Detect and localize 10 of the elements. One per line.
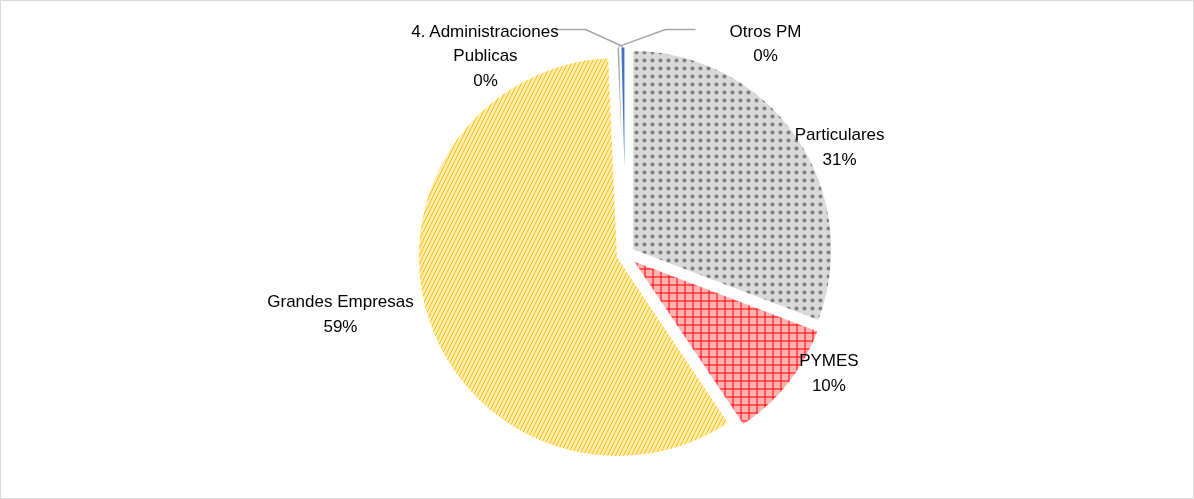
- slice-label: Grandes Empresas: [267, 291, 414, 311]
- legend-label: Otros PM: [729, 21, 802, 41]
- slice-label: PYMES: [799, 350, 859, 370]
- data-label: 10%: [811, 375, 846, 395]
- data-label: 59%: [323, 316, 358, 336]
- data-label: 0%: [753, 46, 778, 66]
- data-label: 0%: [473, 70, 498, 90]
- slice-label: Particulares: [794, 124, 885, 144]
- data-label: 31%: [822, 149, 857, 169]
- slice-label: 4. Administraciones Publicas: [411, 21, 559, 66]
